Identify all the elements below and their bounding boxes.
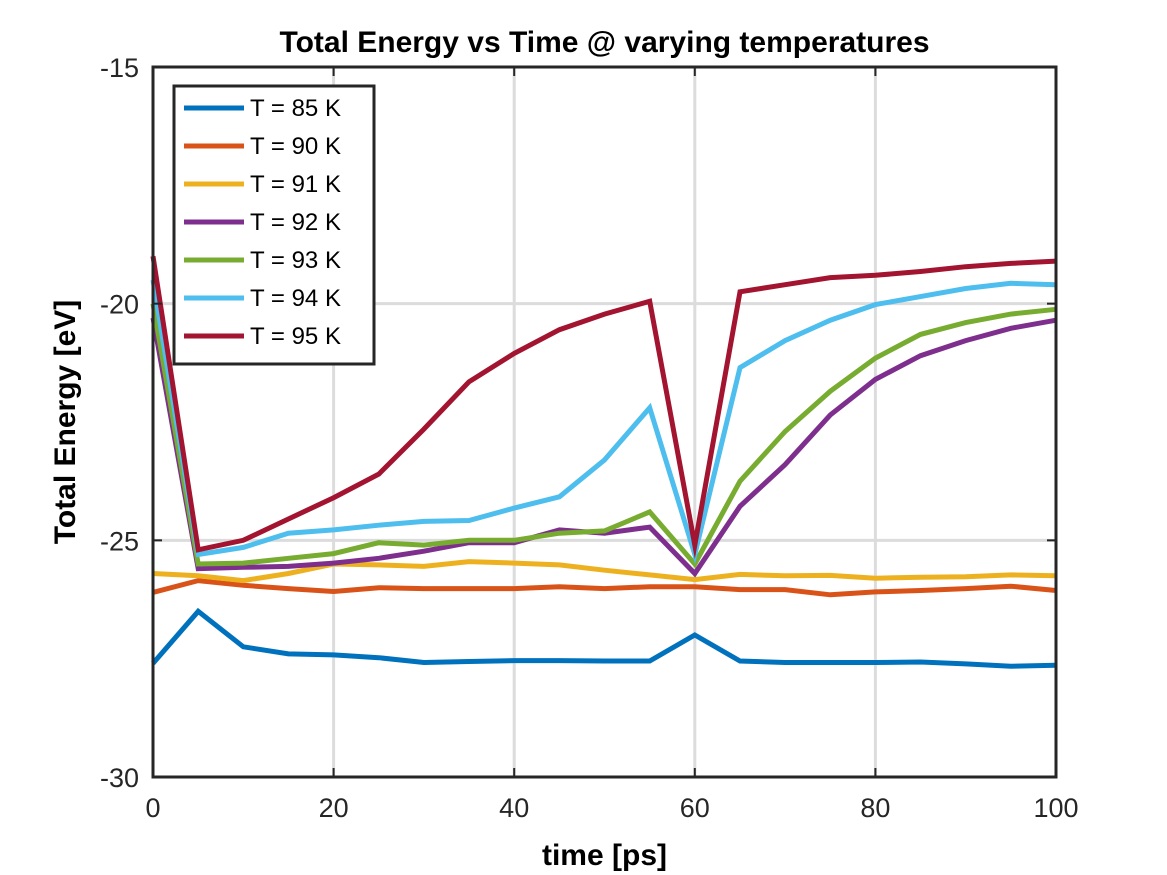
- legend-label: T = 90 K: [250, 133, 341, 160]
- y-tick-label: -15: [100, 53, 139, 83]
- y-tick-label: -25: [100, 526, 139, 556]
- series-line-t-95-k: [150, 255, 1057, 560]
- series-line-t-94-k: [150, 279, 1057, 564]
- x-tick-label: 60: [680, 793, 710, 823]
- y-tick-label: -30: [100, 763, 139, 793]
- legend-label: T = 85 K: [250, 95, 341, 122]
- x-axis-title: time [ps]: [542, 839, 667, 872]
- x-tick-label: 100: [1033, 793, 1078, 823]
- x-tick-label: 0: [145, 793, 160, 823]
- x-tick-label: 20: [319, 793, 349, 823]
- legend-label: T = 93 K: [250, 247, 341, 274]
- y-tick-label: -20: [100, 290, 139, 320]
- legend-label: T = 91 K: [250, 171, 341, 198]
- series-line-t-85-k: [151, 607, 1057, 669]
- legend-label: T = 92 K: [250, 209, 341, 236]
- x-tick-label: 80: [860, 793, 890, 823]
- y-axis-title: Total Energy [eV]: [49, 300, 82, 544]
- series-line-t-93-k: [150, 303, 1057, 569]
- series-layer: [150, 255, 1057, 669]
- legend-label: T = 95 K: [250, 323, 341, 350]
- ticks: 0 20 40 60 80 100 -30 -25 -20 -15: [100, 53, 1079, 823]
- legend-label: T = 94 K: [250, 285, 341, 312]
- plot-frame: [151, 65, 1058, 779]
- legend-box: [172, 84, 376, 366]
- chart-title: Total Energy vs Time @ varying temperatu…: [279, 26, 929, 59]
- series-line-t-91-k: [152, 559, 1057, 584]
- series-line-t-90-k: [152, 578, 1057, 598]
- legend: T = 85 K T = 90 K T = 91 K T = 92 K T = 93 K…: [172, 84, 376, 366]
- x-tick-label: 40: [499, 793, 529, 823]
